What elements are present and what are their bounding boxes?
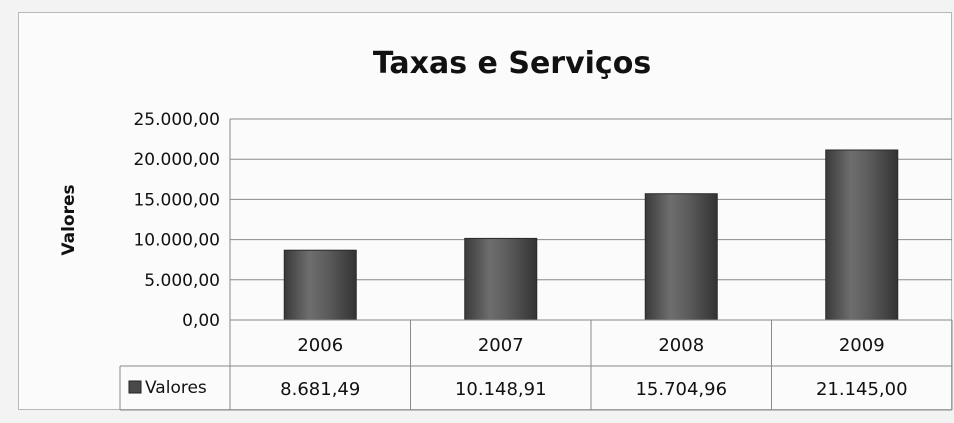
- y-tick-label: 0,00: [182, 311, 220, 331]
- bar: [644, 193, 718, 321]
- y-tick-label: 10.000,00: [133, 231, 220, 251]
- data-label: 10.148,91: [455, 379, 547, 400]
- y-tick-label: 5.000,00: [144, 271, 220, 291]
- bar: [283, 249, 357, 321]
- bar: [464, 237, 538, 321]
- x-tick-label: 2009: [839, 335, 885, 356]
- chart-title: Taxas e Serviços: [373, 46, 651, 81]
- y-tick-label: 25.000,00: [133, 110, 220, 130]
- legend-label: Valores: [145, 378, 207, 398]
- y-tick-label: 20.000,00: [133, 150, 220, 170]
- chart-frame: [18, 12, 952, 410]
- x-tick-label: 2008: [658, 335, 704, 356]
- bar: [825, 149, 899, 321]
- x-tick-label: 2006: [297, 335, 343, 356]
- data-label: 8.681,49: [280, 379, 360, 400]
- y-axis-label: Valores: [59, 184, 79, 255]
- legend-swatch: [128, 380, 142, 394]
- data-label: 15.704,96: [635, 379, 727, 400]
- y-tick-label: 15.000,00: [133, 190, 220, 210]
- data-label: 21.145,00: [816, 379, 908, 400]
- x-tick-label: 2007: [478, 335, 524, 356]
